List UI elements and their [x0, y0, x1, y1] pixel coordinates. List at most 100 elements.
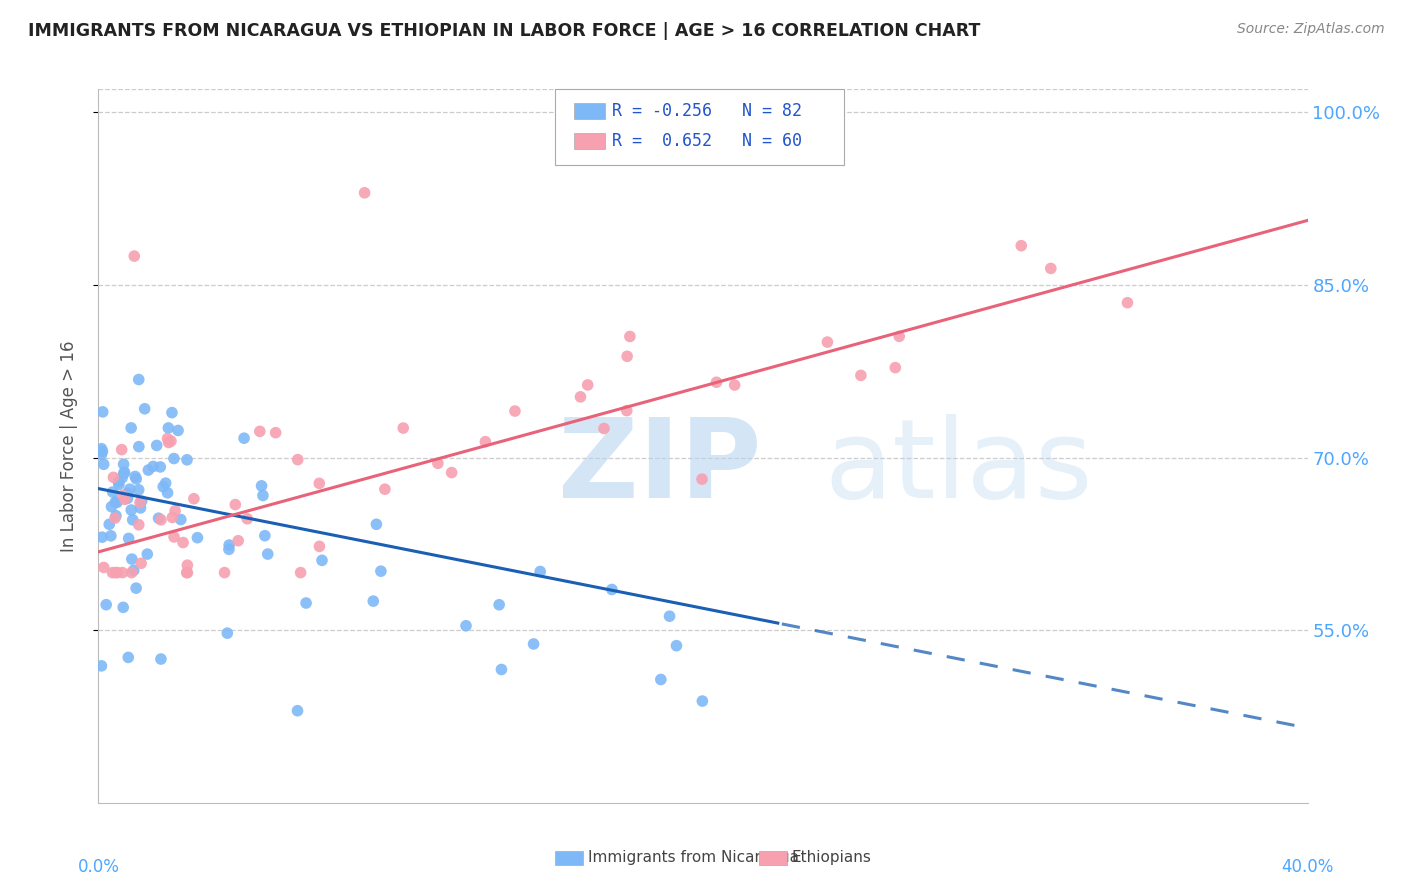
- Point: [426, 456, 449, 470]
- Point: [172, 535, 194, 549]
- Point: [224, 498, 246, 512]
- Point: [121, 566, 143, 580]
- Point: [121, 552, 143, 566]
- Point: [120, 421, 142, 435]
- Point: [142, 459, 165, 474]
- Point: [889, 329, 911, 343]
- Point: [111, 566, 134, 580]
- Point: [100, 529, 122, 543]
- Point: [105, 508, 128, 523]
- Point: [1116, 295, 1139, 310]
- Point: [650, 673, 672, 687]
- Text: Source: ZipAtlas.com: Source: ZipAtlas.com: [1237, 22, 1385, 37]
- Point: [112, 467, 135, 481]
- Point: [111, 488, 134, 502]
- Point: [311, 553, 333, 567]
- Point: [100, 500, 122, 514]
- Point: [217, 626, 239, 640]
- Point: [91, 530, 114, 544]
- Point: [474, 434, 496, 449]
- Point: [112, 457, 135, 471]
- Point: [125, 472, 148, 486]
- Text: atlas: atlas: [824, 414, 1092, 521]
- Point: [658, 609, 681, 624]
- Point: [308, 540, 330, 554]
- Point: [163, 530, 186, 544]
- Point: [93, 458, 115, 472]
- Point: [122, 563, 145, 577]
- Point: [264, 425, 287, 440]
- Point: [529, 565, 551, 579]
- Point: [616, 403, 638, 417]
- Point: [118, 482, 141, 496]
- Point: [849, 368, 872, 383]
- Point: [128, 440, 150, 454]
- Point: [233, 431, 256, 445]
- Point: [176, 566, 198, 580]
- Point: [96, 598, 118, 612]
- Point: [138, 463, 160, 477]
- Point: [105, 495, 128, 509]
- Point: [160, 434, 183, 448]
- Point: [619, 329, 641, 343]
- Point: [91, 444, 114, 458]
- Point: [249, 425, 271, 439]
- Point: [152, 480, 174, 494]
- Point: [250, 479, 273, 493]
- Point: [111, 442, 134, 457]
- Point: [149, 652, 172, 666]
- Point: [156, 432, 179, 446]
- Point: [90, 658, 112, 673]
- Text: IMMIGRANTS FROM NICARAGUA VS ETHIOPIAN IN LABOR FORCE | AGE > 16 CORRELATION CHA: IMMIGRANTS FROM NICARAGUA VS ETHIOPIAN I…: [28, 22, 980, 40]
- Point: [162, 510, 184, 524]
- Point: [104, 495, 127, 509]
- Point: [176, 452, 198, 467]
- Point: [287, 704, 309, 718]
- Point: [117, 486, 139, 500]
- Point: [104, 511, 127, 525]
- Point: [129, 556, 152, 570]
- Point: [117, 650, 139, 665]
- Point: [112, 600, 135, 615]
- Point: [252, 488, 274, 502]
- Point: [218, 542, 240, 557]
- Point: [163, 451, 186, 466]
- Point: [145, 438, 167, 452]
- Point: [491, 663, 513, 677]
- Point: [576, 378, 599, 392]
- Point: [370, 564, 392, 578]
- Point: [131, 494, 153, 508]
- Point: [186, 531, 208, 545]
- Point: [593, 421, 616, 435]
- Point: [392, 421, 415, 435]
- Point: [1039, 261, 1062, 276]
- Point: [488, 598, 510, 612]
- Point: [706, 376, 728, 390]
- Point: [148, 511, 170, 525]
- Point: [692, 694, 714, 708]
- Point: [523, 637, 546, 651]
- Point: [600, 582, 623, 597]
- Point: [690, 472, 713, 486]
- Point: [295, 596, 318, 610]
- Point: [165, 504, 187, 518]
- Point: [118, 532, 141, 546]
- Point: [440, 466, 463, 480]
- Point: [117, 491, 139, 506]
- Text: 0.0%: 0.0%: [77, 858, 120, 876]
- Point: [156, 485, 179, 500]
- Point: [124, 249, 146, 263]
- Point: [226, 533, 249, 548]
- Point: [107, 475, 129, 489]
- Point: [120, 503, 142, 517]
- Y-axis label: In Labor Force | Age > 16: In Labor Force | Age > 16: [59, 340, 77, 552]
- Point: [149, 459, 172, 474]
- Point: [149, 513, 172, 527]
- Point: [124, 469, 146, 483]
- Text: Immigrants from Nicaragua: Immigrants from Nicaragua: [588, 850, 799, 864]
- Point: [114, 465, 136, 479]
- Point: [98, 517, 121, 532]
- Point: [91, 405, 114, 419]
- Text: ZIP: ZIP: [558, 414, 761, 521]
- Point: [454, 619, 477, 633]
